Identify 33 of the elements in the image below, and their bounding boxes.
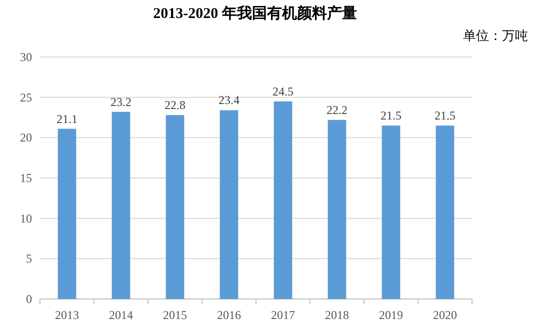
x-tick-label: 2017 xyxy=(271,308,295,322)
data-label: 22.2 xyxy=(326,102,348,117)
data-label: 21.5 xyxy=(380,108,402,123)
data-label: 21.1 xyxy=(56,112,78,126)
data-label: 23.2 xyxy=(110,94,132,109)
x-tick-label: 2018 xyxy=(325,308,349,322)
y-tick-label: 15 xyxy=(20,171,32,185)
bar xyxy=(328,120,346,299)
y-tick-label: 5 xyxy=(26,252,32,266)
x-tick-label: 2020 xyxy=(433,308,457,322)
y-tick-label: 10 xyxy=(20,211,32,226)
bar xyxy=(274,101,292,299)
bar xyxy=(58,128,76,299)
x-tick-label: 2015 xyxy=(163,308,187,322)
x-tick-label: 2014 xyxy=(109,308,133,322)
bar xyxy=(220,110,238,299)
data-label: 22.8 xyxy=(164,98,186,112)
y-tick-label: 25 xyxy=(20,90,32,104)
y-tick-label: 30 xyxy=(20,50,32,64)
bar xyxy=(112,112,130,299)
x-tick-label: 2013 xyxy=(55,308,79,322)
bar xyxy=(382,126,400,299)
data-label: 21.5 xyxy=(434,108,456,123)
bar xyxy=(166,115,184,299)
chart-subtitle: 单位：万吨 xyxy=(463,28,528,43)
chart-title: 2013-2020 年我国有机颜料产量 xyxy=(153,5,357,22)
data-label: 23.4 xyxy=(218,93,240,108)
x-tick-label: 2019 xyxy=(379,308,403,322)
data-label: 24.5 xyxy=(272,84,294,98)
y-tick-label: 20 xyxy=(20,130,32,145)
y-tick-label: 0 xyxy=(26,292,32,306)
bar xyxy=(436,126,454,299)
x-tick-label: 2016 xyxy=(217,308,241,322)
